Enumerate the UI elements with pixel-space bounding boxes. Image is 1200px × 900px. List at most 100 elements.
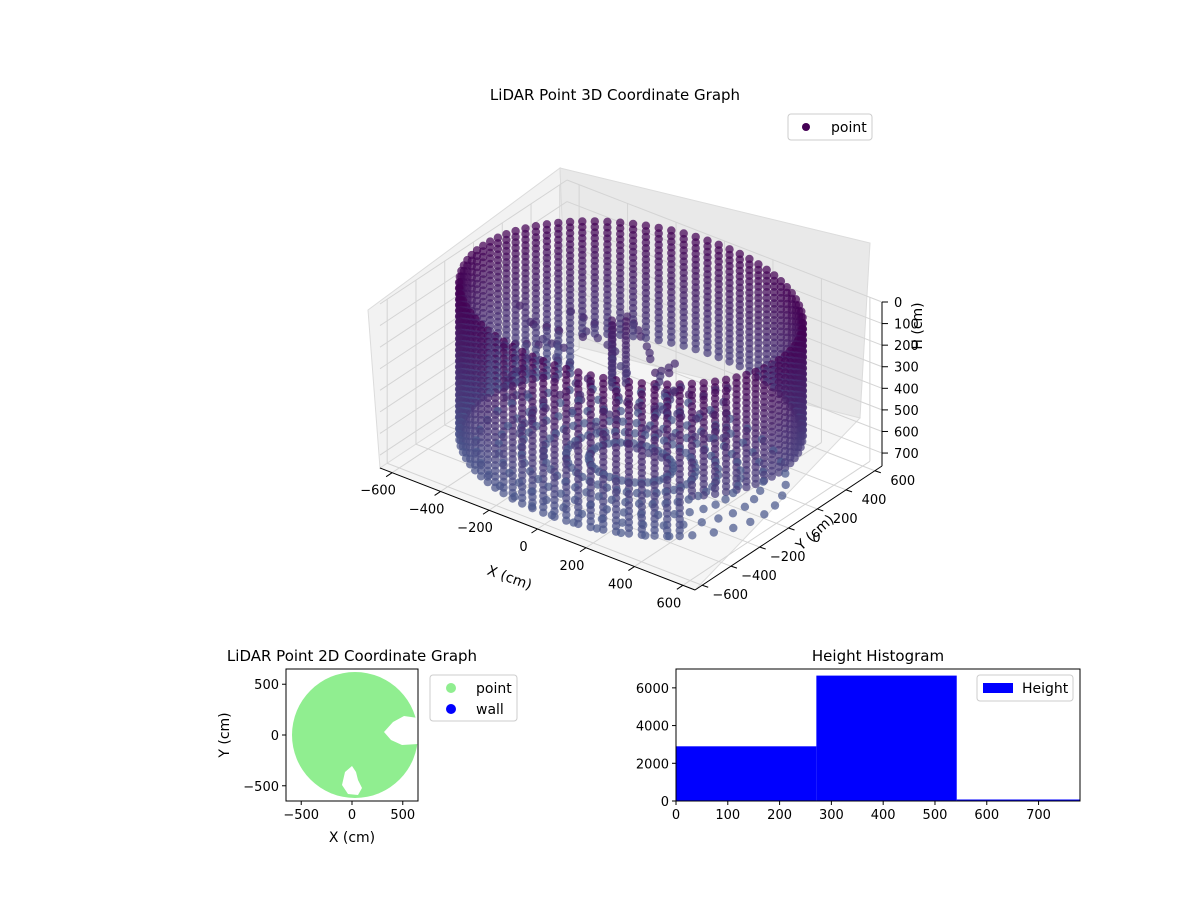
lidar-point [756, 486, 765, 495]
lidar-point [721, 487, 731, 497]
lidar-point [539, 508, 548, 517]
lidar-point [641, 531, 650, 540]
y-tick-label: 600 [890, 474, 915, 489]
lidar-point [767, 472, 776, 481]
plot-2d: LiDAR Point 2D Coordinate Graph −500 0 500… [217, 647, 518, 846]
lidar-point [679, 341, 688, 350]
hist-title: Height Histogram [812, 647, 944, 665]
hist-y-tick-label: 4000 [636, 720, 669, 735]
hist-x-tick-label: 0 [672, 808, 680, 823]
z-tick-label: 300 [894, 361, 919, 376]
lidar-point [574, 519, 583, 529]
lidar-point [578, 332, 588, 342]
x-tick-mark [628, 566, 635, 571]
legend-marker-point-2d [446, 683, 456, 693]
y-tick-label: −400 [741, 569, 777, 584]
plot2d-legend: point wall [429, 674, 518, 722]
y-tick-label: −200 [770, 550, 806, 565]
lidar-point [618, 417, 628, 426]
lidar-point [471, 466, 480, 475]
plot-histogram: Height Histogram 0 100 200 300 400 500 600 7000… [636, 647, 1081, 823]
legend-marker-wall [446, 704, 456, 714]
lidar-point [725, 357, 734, 366]
lidar-point [670, 359, 679, 368]
plot2d-xlabel: X (cm) [329, 830, 375, 846]
lidar-point [728, 488, 738, 498]
hist-x-tick-label: 200 [767, 808, 792, 823]
legend-label-wall: wall [476, 702, 504, 718]
lidar-point [499, 489, 508, 498]
lidar-point [710, 489, 720, 499]
legend-label-point-2d: point [476, 681, 512, 697]
lidar-point [562, 516, 571, 525]
plot3d-zlabel: H (cm) [910, 302, 926, 349]
z-tick-label: 100 [894, 318, 919, 333]
lidar-point [760, 510, 769, 519]
legend-marker-height [983, 683, 1013, 693]
plot3d-legend: point [787, 113, 873, 141]
lidar-point [641, 333, 651, 343]
lidar-point [697, 518, 706, 527]
y-tick-mark [817, 508, 824, 512]
hist-legend-frame [976, 674, 1074, 702]
x-tick-label: 0 [519, 540, 527, 555]
lidar-point [593, 333, 602, 343]
x-tick-mark [579, 547, 587, 553]
y-tick-label: 0 [812, 531, 820, 546]
plot2d-y-tick-label: −500 [243, 780, 279, 795]
hist-y-tick-label: 6000 [636, 682, 669, 697]
plot2d-y-tick-label: 500 [254, 678, 279, 693]
hist-y-tick-label: 0 [661, 795, 669, 810]
x-tick-label: 600 [656, 596, 681, 611]
lidar-point [721, 495, 730, 504]
x-tick-label: 200 [560, 559, 585, 574]
lidar-point [491, 483, 500, 492]
lidar-point [684, 495, 693, 504]
legend-label-point: point [831, 120, 867, 136]
z-tick-label: 500 [894, 404, 919, 419]
plot2d-gap-bottom [342, 766, 362, 795]
lidar-point [714, 514, 723, 523]
y-tick-label: −600 [712, 588, 748, 603]
y-tick-label: 400 [862, 493, 887, 508]
z-tick-label: 200 [894, 339, 919, 354]
lidar-point [751, 479, 760, 489]
lidar-point [728, 509, 738, 518]
z-tick-label: 0 [894, 296, 902, 311]
y-tick-mark [845, 489, 853, 493]
hist-bars [676, 675, 1080, 801]
lidar-point [694, 491, 703, 501]
hist-x-tick-label: 500 [923, 808, 948, 823]
hist-y-tick-label: 2000 [636, 757, 669, 772]
hist-bar [956, 799, 1080, 801]
lidar-point [675, 531, 684, 541]
lidar-point [616, 528, 626, 538]
hist-x-tick-label: 600 [974, 808, 999, 823]
lidar-point [685, 508, 694, 517]
legend-label-height: Height [1022, 681, 1069, 697]
lidar-point [483, 477, 492, 487]
lidar-point [518, 499, 527, 508]
hist-frame [675, 668, 1081, 802]
grid-back-z [566, 179, 883, 303]
hist-legend: Height [976, 674, 1074, 702]
z-tick-label: 600 [894, 425, 919, 440]
plot2d-gap-right [384, 716, 418, 745]
lidar-point [759, 477, 768, 486]
lidar-point [735, 362, 744, 371]
y-tick-mark [788, 527, 795, 531]
lidar-point [688, 531, 697, 540]
y-tick-mark [702, 584, 709, 588]
plot2d-gap-top-right [406, 669, 418, 692]
legend-marker-point [802, 123, 810, 131]
points-3d [454, 217, 808, 541]
lidar-point [508, 494, 517, 503]
lidar-point [476, 472, 486, 481]
x-tick-mark [482, 509, 490, 515]
lidar-point [691, 344, 700, 354]
lidar-point [650, 531, 659, 540]
lidar-point [630, 478, 640, 487]
x-tick-mark [434, 491, 441, 496]
lidar-point [711, 500, 720, 509]
plot3d-title: LiDAR Point 3D Coordinate Graph [490, 86, 740, 104]
